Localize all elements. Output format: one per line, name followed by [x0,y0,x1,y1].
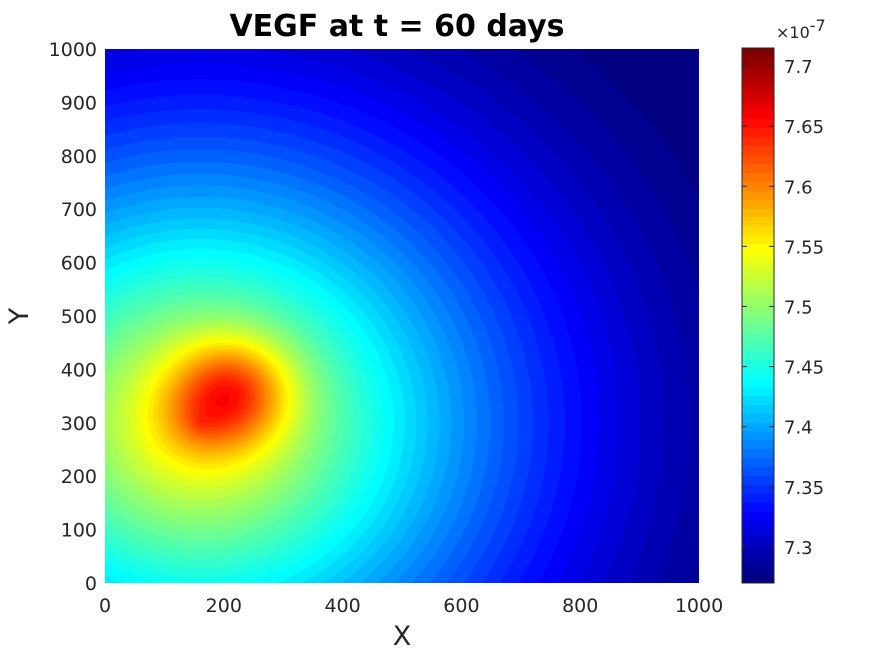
colorbar-multiplier: ×10-7 [776,16,826,42]
y-tick-label: 0 [85,573,97,595]
x-axis-ticks: 0 200 400 600 800 1000 [99,595,723,617]
colorbar-tick-label: 7.5 [784,297,813,318]
y-tick-label: 100 [61,520,97,542]
colorbar-tick-label: 7.65 [784,117,824,138]
colorbar-tick-label: 7.45 [784,358,824,379]
plot-area: 0 200 400 600 800 1000 0 100 200 300 400 500 600 700… [49,39,724,617]
chart-title: VEGF at t = 60 days [229,9,564,44]
colorbar-gradient [742,48,774,583]
y-tick-label: 200 [61,466,97,488]
y-tick-label: 400 [61,359,97,381]
colorbar-ticks: 7.3 7.35 7.4 7.45 7.5 7.55 7.6 7.65 7.7 [742,57,824,559]
colorbar-multiplier-base: ×10 [776,23,810,42]
contour-field [105,49,699,583]
colorbar-tick-label: 7.7 [784,57,813,78]
x-tick-label: 0 [99,595,111,617]
x-tick-label: 800 [562,595,598,617]
colorbar: 7.3 7.35 7.4 7.45 7.5 7.55 7.6 7.65 7.7 ×10-7 [741,16,826,584]
y-tick-label: 900 [61,92,97,114]
colorbar-tick-label: 7.35 [784,478,824,499]
colorbar-exponent: -7 [810,16,826,35]
y-tick-label: 500 [61,306,97,328]
y-tick-label: 1000 [49,39,97,61]
colorbar-tick-label: 7.4 [784,418,813,439]
y-axis-ticks: 0 100 200 300 400 500 600 700 800 900 1000 [49,39,97,595]
y-tick-label: 300 [61,413,97,435]
colorbar-tick-label: 7.6 [784,177,813,198]
y-tick-label: 800 [61,146,97,168]
colorbar-tick-label: 7.55 [784,237,824,258]
x-tick-label: 1000 [675,595,723,617]
colorbar-tick-label: 7.3 [784,538,813,559]
colorbar-frame [741,47,775,584]
x-axis-label: X [393,621,412,652]
x-tick-label: 600 [443,595,479,617]
x-tick-label: 200 [206,595,242,617]
y-tick-label: 700 [61,199,97,221]
y-tick-label: 600 [61,253,97,275]
x-tick-label: 400 [324,595,360,617]
y-axis-label: Y [4,307,35,325]
